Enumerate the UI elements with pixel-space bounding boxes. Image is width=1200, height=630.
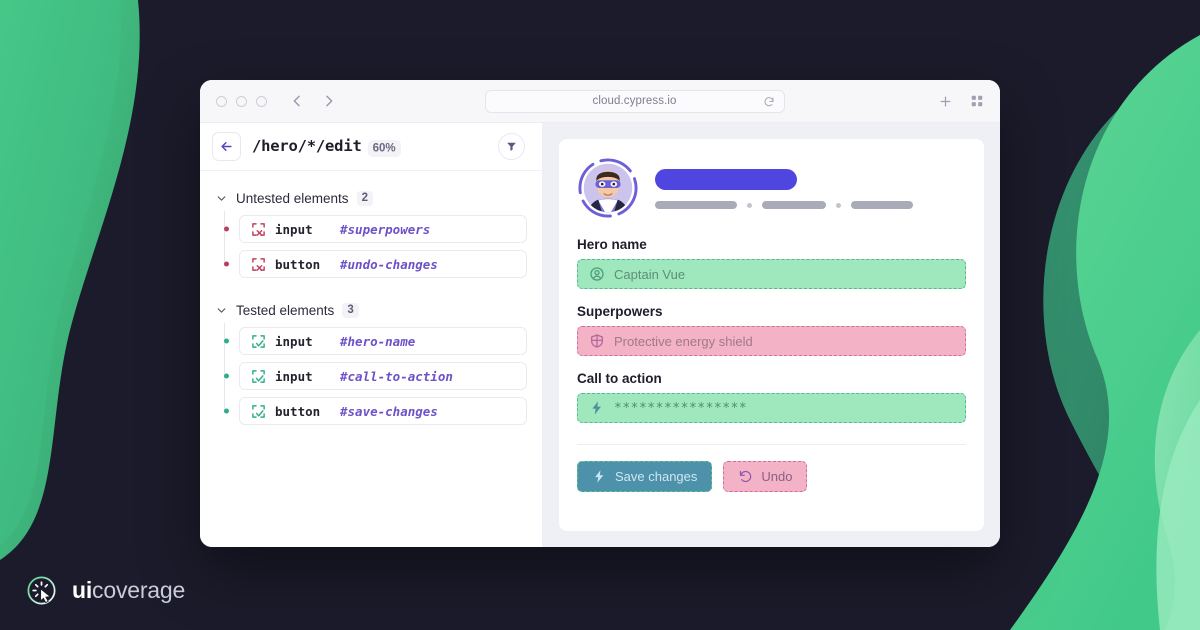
skeleton-bar: [655, 201, 737, 209]
url-text: cloud.cypress.io: [592, 95, 677, 107]
minimize-dot[interactable]: [236, 95, 247, 107]
group-header-tested[interactable]: Tested elements 3: [215, 297, 527, 323]
shield-icon: [589, 333, 605, 349]
chevron-right-icon[interactable]: [321, 93, 337, 109]
element-selector: #undo-changes: [340, 256, 438, 272]
brand-text: uicoverage: [72, 577, 185, 604]
list-item[interactable]: button #save-changes: [239, 397, 527, 425]
chevron-down-icon[interactable]: [215, 192, 228, 205]
profile-skeleton: [655, 167, 966, 209]
list-item[interactable]: button #undo-changes: [239, 250, 527, 278]
close-dot[interactable]: [216, 95, 227, 107]
sidebar-header: /hero/*/edit 60%: [200, 123, 542, 171]
brand-logo: uicoverage: [24, 573, 185, 608]
route-title-wrap: /hero/*/edit 60%: [252, 137, 401, 157]
hero-avatar-icon: [577, 157, 639, 219]
hero-name-value: Captain Vue: [614, 266, 686, 282]
field-label-hero-name: Hero name: [577, 237, 647, 252]
element-tag: input: [275, 368, 313, 384]
skeleton-dot: [747, 202, 752, 208]
list-item[interactable]: input #superpowers: [239, 215, 527, 243]
save-changes-button[interactable]: Save changes: [577, 461, 713, 492]
element-tag: button: [275, 256, 321, 272]
group-body-untested: input #superpowers button #undo-changes: [215, 211, 527, 278]
coverage-percent-badge: 60%: [367, 139, 401, 157]
bracket-check-icon: [251, 404, 266, 419]
element-selector: #hero-name: [340, 333, 416, 349]
element-chip[interactable]: button #undo-changes: [239, 250, 527, 278]
bracket-check-icon: [251, 369, 266, 384]
element-list: Untested elements 2 input #superpowers: [200, 171, 542, 432]
superpowers-input[interactable]: Protective energy shield: [577, 326, 966, 356]
skeleton-dot: [836, 202, 841, 208]
browser-chrome-bar: cloud.cypress.io: [200, 80, 1000, 123]
lightning-bolt-icon: [589, 400, 605, 416]
user-circle-icon: [589, 266, 605, 282]
call-to-action-value: ****************: [614, 400, 748, 416]
chrome-right-actions: [938, 94, 984, 109]
group-title: Tested elements: [236, 302, 335, 318]
group-header-untested[interactable]: Untested elements 2: [215, 185, 527, 211]
cursor-click-icon: [24, 573, 59, 608]
save-changes-label: Save changes: [615, 469, 698, 484]
brand-name-light: coverage: [92, 577, 186, 603]
back-button[interactable]: [212, 132, 241, 161]
brand-name-bold: ui: [72, 577, 93, 603]
hero-edit-card: Hero name Captain Vue Superpowers Protec…: [559, 139, 984, 531]
maximize-dot[interactable]: [256, 95, 267, 107]
element-selector: #call-to-action: [340, 368, 453, 384]
element-chip[interactable]: input #hero-name: [239, 327, 527, 355]
coverage-sidebar: /hero/*/edit 60% Untested elements 2: [200, 123, 543, 547]
chevron-down-icon[interactable]: [215, 304, 228, 317]
bracket-x-icon: [251, 222, 266, 237]
skeleton-meta-row: [655, 201, 966, 209]
bracket-x-icon: [251, 257, 266, 272]
undo-button[interactable]: Undo: [723, 461, 808, 492]
element-selector: #superpowers: [340, 221, 431, 237]
field-label-call-to-action: Call to action: [577, 371, 662, 386]
form-actions: Save changes Undo: [577, 461, 966, 492]
page-title: /hero/*/edit: [252, 137, 362, 155]
profile-header: [577, 157, 966, 219]
undo-label: Undo: [761, 469, 793, 484]
group-count-badge: 2: [356, 190, 373, 206]
group-title: Untested elements: [236, 190, 349, 206]
element-chip[interactable]: button #save-changes: [239, 397, 527, 425]
element-chip[interactable]: input #call-to-action: [239, 362, 527, 390]
traffic-lights: [216, 95, 267, 107]
filter-button[interactable]: [498, 133, 525, 160]
hero-name-input[interactable]: Captain Vue: [577, 259, 966, 289]
call-to-action-input[interactable]: ****************: [577, 393, 966, 423]
element-chip[interactable]: input #superpowers: [239, 215, 527, 243]
form-divider: [577, 444, 966, 445]
grid-icon[interactable]: [970, 94, 984, 108]
element-tag: button: [275, 403, 321, 419]
field-label-superpowers: Superpowers: [577, 304, 663, 319]
element-tag: input: [275, 221, 313, 237]
preview-pane: Hero name Captain Vue Superpowers Protec…: [543, 123, 1000, 547]
element-selector: #save-changes: [340, 403, 438, 419]
group-spacer: [215, 285, 527, 297]
group-body-tested: input #hero-name input #call-to-action: [215, 323, 527, 425]
list-item[interactable]: input #call-to-action: [239, 362, 527, 390]
superpowers-value: Protective energy shield: [614, 333, 753, 349]
group-count-badge: 3: [342, 302, 359, 318]
browser-window: cloud.cypress.io /hero/*/edit 60%: [200, 80, 1000, 547]
nav-buttons: [289, 93, 337, 109]
skeleton-bar: [762, 201, 826, 209]
chevron-left-icon[interactable]: [289, 93, 305, 109]
element-tag: input: [275, 333, 313, 349]
skeleton-title-bar: [655, 169, 797, 190]
skeleton-bar: [851, 201, 913, 209]
list-item[interactable]: input #hero-name: [239, 327, 527, 355]
reload-icon[interactable]: [763, 95, 775, 107]
plus-icon[interactable]: [938, 94, 953, 109]
bracket-check-icon: [251, 334, 266, 349]
address-bar[interactable]: cloud.cypress.io: [484, 89, 785, 113]
